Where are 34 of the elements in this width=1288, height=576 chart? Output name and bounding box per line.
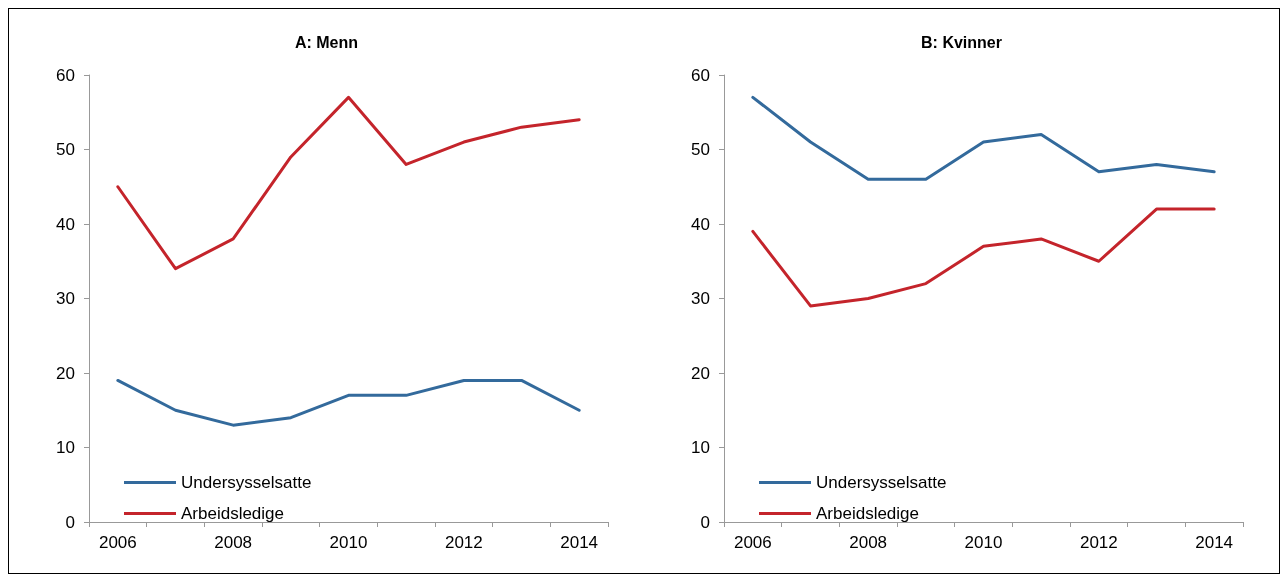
y-tick-label: 50 <box>691 140 710 159</box>
y-tick-label: 10 <box>56 438 75 457</box>
y-tick-label: 20 <box>691 363 710 383</box>
x-tick-label: 2012 <box>444 533 483 552</box>
chart-title: B: Kvinner <box>921 33 1002 51</box>
y-tick-label: 60 <box>56 65 75 85</box>
x-tick-label: 2014 <box>1195 533 1234 552</box>
line-series <box>751 95 1216 181</box>
x-tick-label: 2010 <box>964 533 1003 552</box>
legend-label: Undersysselsatte <box>181 473 312 492</box>
y-tick-label: 0 <box>65 512 75 532</box>
x-tick-label: 2008 <box>849 533 888 552</box>
y-tick-label: 40 <box>691 214 710 234</box>
x-tick-label: 2008 <box>214 533 253 552</box>
line-series <box>751 207 1216 308</box>
x-tick-label: 2006 <box>98 533 137 552</box>
y-tick-label: 30 <box>56 289 75 308</box>
x-tick-label: 2012 <box>1079 533 1118 552</box>
legend-label: Arbeidsledige <box>181 504 285 523</box>
y-tick-label: 40 <box>56 214 75 234</box>
legend-label: Undersysselsatte <box>816 473 947 492</box>
y-tick-label: 0 <box>700 512 710 532</box>
line-series <box>116 95 581 271</box>
legend-label: Arbeidsledige <box>816 504 920 523</box>
line-series <box>116 378 581 427</box>
chart-title: A: Menn <box>294 33 359 51</box>
y-tick-label: 60 <box>691 65 710 85</box>
y-tick-label: 10 <box>691 438 710 457</box>
x-tick-label: 2010 <box>329 533 368 552</box>
y-tick-label: 30 <box>691 289 710 308</box>
y-tick-label: 20 <box>56 363 75 383</box>
x-tick-label: 2014 <box>560 533 599 552</box>
y-tick-label: 50 <box>56 140 75 159</box>
x-tick-label: 2006 <box>733 533 772 552</box>
